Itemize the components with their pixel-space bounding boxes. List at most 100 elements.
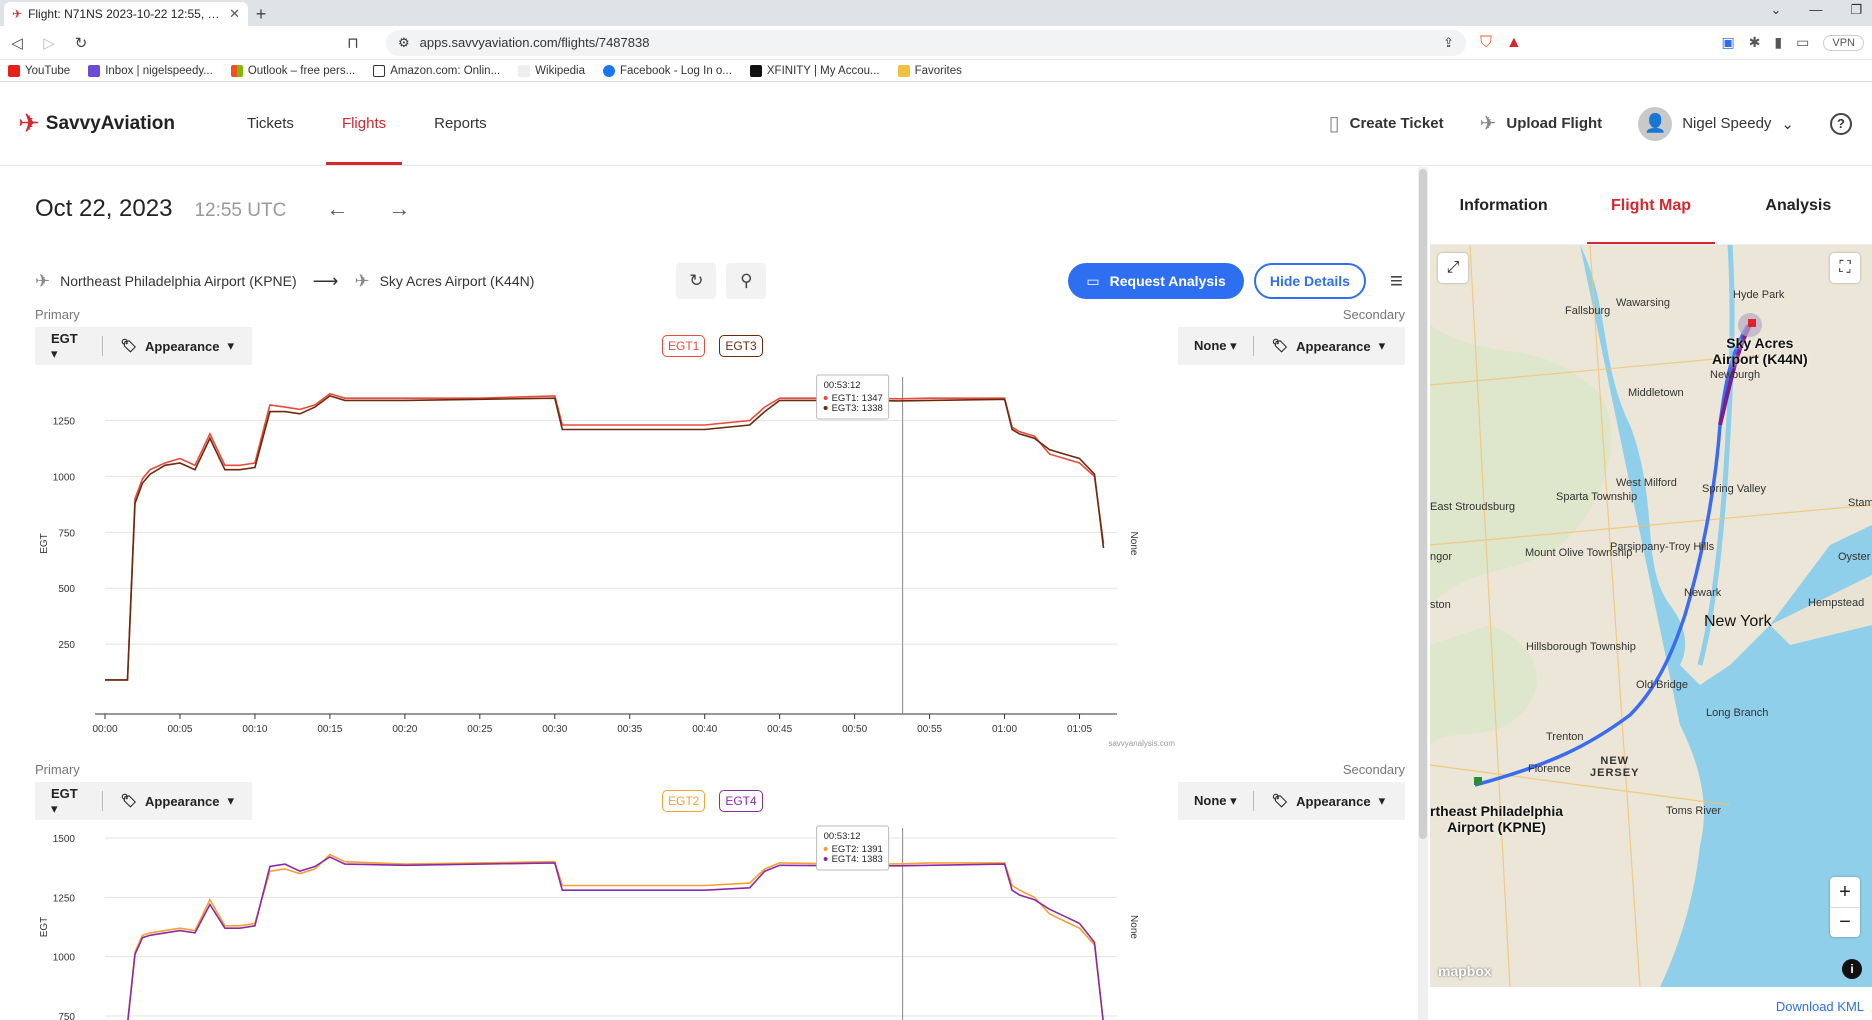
restore-icon[interactable]: ❐ <box>1850 2 1862 17</box>
map-label-place: Middletown <box>1628 387 1684 399</box>
x-tick-label: 00:00 <box>92 724 117 735</box>
secondary-label: Secondary <box>1342 307 1405 322</box>
tab-information[interactable]: Information <box>1459 196 1548 214</box>
nav-tickets[interactable]: Tickets <box>246 115 294 132</box>
tooltip-marker <box>823 406 828 410</box>
wallet-icon[interactable]: ▭ <box>1796 34 1810 50</box>
puzzle-icon[interactable]: ✱ <box>1748 34 1761 50</box>
bookmark-amazon[interactable]: Amazon.com: Onlin... <box>373 64 500 77</box>
legend-chip-egt4[interactable]: EGT4 <box>719 790 763 812</box>
tooltip-value: EGT3: 1338 <box>832 403 883 414</box>
tab-flight-map[interactable]: Flight Map <box>1577 167 1724 244</box>
reset-zoom-button[interactable]: ↻ <box>676 263 717 299</box>
download-kml-link[interactable]: Download KML <box>1775 999 1864 1014</box>
route-bar: ✈ Northeast Philadelphia Airport (KPNE) … <box>35 263 1416 299</box>
back-icon[interactable]: ◁ <box>11 34 23 52</box>
bookmark-xfinity[interactable]: XFINITY | My Accou... <box>749 64 880 77</box>
egt-chart-2[interactable]: 750 1000 1250 1500 EGT None 00:53:12 EGT2: 1391… <box>35 824 1405 1020</box>
bookmark-youtube[interactable]: YouTube <box>8 64 70 77</box>
bookmark-favorites[interactable]: Favorites <box>897 64 962 77</box>
sidebar-icon[interactable]: ▮ <box>1774 34 1783 50</box>
y-tick-label: 1000 <box>53 953 76 964</box>
mapbox-logo[interactable]: mapbox <box>1438 963 1492 979</box>
next-flight-arrow-icon[interactable]: → <box>388 196 411 221</box>
page-scrollbar[interactable] <box>1418 167 1428 1020</box>
x-tick-label: 00:50 <box>842 724 867 735</box>
map-label-destination: Sky Acres Airport (K44N) <box>1712 335 1808 367</box>
map-label-place: Old Bridge <box>1636 679 1688 691</box>
tab-search-icon[interactable]: ⌄ <box>1770 2 1782 17</box>
brave-rewards-icon[interactable]: ▲ <box>1506 33 1522 51</box>
secondary-controls: None ▾ 🏷 Appearance ▾ <box>1178 327 1405 365</box>
bookmark-outlook[interactable]: Outlook – free pers... <box>230 64 355 77</box>
series-line-egt4 <box>127 856 1104 1020</box>
destination-airport: Sky Acres Airport (K44N) <box>379 273 535 289</box>
site-info-icon[interactable]: ⚙ <box>398 34 410 50</box>
secondary-parameter-select[interactable]: None ▾ <box>1194 338 1237 353</box>
logo[interactable]: ✈ SavvyAviation <box>18 108 175 139</box>
minimize-icon[interactable]: — <box>1809 2 1823 17</box>
nav-reports[interactable]: Reports <box>434 115 487 132</box>
new-tab-button[interactable]: + <box>255 3 267 24</box>
legend-chip-egt1[interactable]: EGT1 <box>662 335 706 357</box>
y-tick-label: 1250 <box>53 893 76 904</box>
legend-chip-egt2[interactable]: EGT2 <box>662 790 706 812</box>
zoom-out-button[interactable]: − <box>1830 907 1860 937</box>
egt-chart-1[interactable]: 250 500 750 1000 1250 EGT None 00:00 00:05 00:10 0… <box>35 367 1405 787</box>
watermark: savvyanalysis.com <box>1108 739 1175 748</box>
primary-parameter-select[interactable]: EGT ▾ <box>51 785 78 816</box>
map-label-place: ngor <box>1430 551 1453 563</box>
map-label-place: Long Branch <box>1706 707 1769 719</box>
map-background <box>1430 245 1872 987</box>
help-icon[interactable]: ? <box>1830 112 1852 135</box>
share-icon[interactable]: ⇪ <box>1443 34 1454 50</box>
close-tab-icon[interactable]: ✕ <box>229 6 240 21</box>
map-label-place: Toms River <box>1666 805 1722 817</box>
map-info-icon[interactable]: i <box>1842 959 1862 979</box>
takeoff-icon: ✈ <box>35 270 51 291</box>
legend-chip-egt3[interactable]: EGT3 <box>719 335 763 357</box>
secondary-parameter-select[interactable]: None ▾ <box>1194 793 1237 808</box>
bookmark-page-icon[interactable]: ⊓ <box>347 34 359 52</box>
x-tick-label: 00:40 <box>692 724 717 735</box>
zoom-button[interactable]: ⚲ <box>726 263 767 299</box>
fullscreen-map-button[interactable]: ⤢ <box>1438 253 1468 283</box>
bookmark-facebook[interactable]: Facebook - Log In o... <box>603 64 732 77</box>
tab-analysis[interactable]: Analysis <box>1765 196 1832 214</box>
map-fullscreen-toggle[interactable]: ⛶ <box>1830 253 1860 283</box>
primary-parameter-select[interactable]: EGT ▾ <box>51 330 78 361</box>
secondary-appearance-button[interactable]: 🏷 Appearance ▾ <box>1271 338 1386 354</box>
extension-icon[interactable]: ▣ <box>1721 34 1735 50</box>
map-label-place: Wawarsing <box>1616 297 1670 309</box>
landing-icon: ✈ <box>354 270 370 291</box>
hide-details-button[interactable]: Hide Details <box>1253 263 1366 299</box>
bookmark-wikipedia[interactable]: Wikipedia <box>518 64 585 77</box>
request-analysis-button[interactable]: ▭ Request Analysis <box>1068 263 1244 299</box>
right-panel: Information Flight Map Analysis ⤢ ⛶ Sky … <box>1430 167 1872 1020</box>
scrollbar-thumb[interactable] <box>1419 169 1427 839</box>
x-icon <box>749 64 762 77</box>
zoom-in-button[interactable]: + <box>1839 880 1851 903</box>
flight-map[interactable]: ⤢ ⛶ Sky Acres Airport (K44N) rtheast Phil… <box>1430 245 1872 987</box>
bookmark-inbox[interactable]: Inbox | nigelspeedy... <box>88 64 213 77</box>
nav-flights[interactable]: Flights <box>318 82 410 165</box>
brave-shield-icon[interactable]: ⛉ <box>1480 33 1493 51</box>
user-menu[interactable]: 👤 Nigel Speedy ⌄ <box>1638 106 1794 141</box>
map-label-place: Fallsburg <box>1565 305 1611 317</box>
map-label-place: Florence <box>1528 763 1571 775</box>
browser-tab[interactable]: ✈ Flight: N71NS 2023-10-22 12:55, … ✕ <box>4 2 248 26</box>
primary-appearance-button[interactable]: 🏷 Appearance ▾ <box>120 338 234 354</box>
vpn-button[interactable]: VPN <box>1823 34 1864 51</box>
upload-flight-button[interactable]: ✈ Upload Flight <box>1479 113 1603 135</box>
secondary-appearance-button[interactable]: 🏷 Appearance ▾ <box>1271 793 1386 809</box>
x-tick-label: 00:35 <box>617 724 642 735</box>
previous-flight-arrow-icon[interactable]: ← <box>326 196 349 221</box>
primary-appearance-button[interactable]: 🏷 Appearance ▾ <box>120 793 234 809</box>
menu-icon[interactable]: ≡ <box>1389 268 1403 293</box>
forward-icon[interactable]: ▷ <box>43 34 55 52</box>
y-axis-label: EGT <box>39 533 50 554</box>
url-field[interactable]: ⚙ apps.savvyaviation.com/flights/7487838… <box>386 29 1466 56</box>
mail-icon <box>88 64 101 77</box>
create-ticket-button[interactable]: ▯ Create Ticket <box>1328 113 1444 135</box>
reload-icon[interactable]: ↻ <box>74 34 88 52</box>
